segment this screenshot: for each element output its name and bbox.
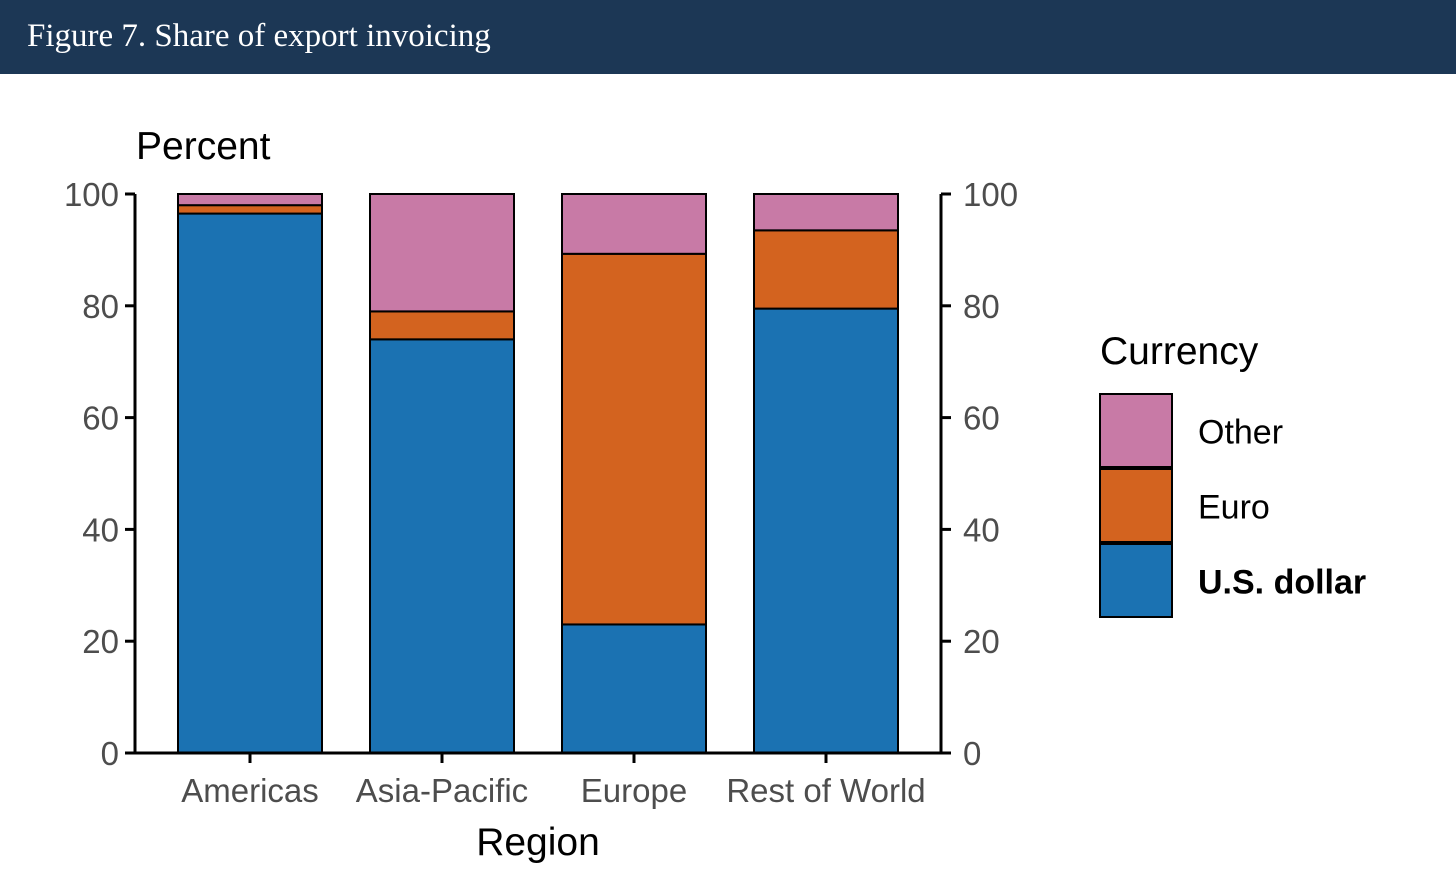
legend-label-other: Other	[1198, 414, 1283, 452]
y-tick-label-left-100: 100	[64, 176, 119, 213]
bar-asia-pacific-euro	[369, 310, 515, 341]
x-axis-title: Region	[476, 821, 600, 864]
y-tick-label-right-20: 20	[963, 623, 1000, 660]
figure-title: Figure 7. Share of export invoicing	[27, 18, 491, 54]
bar-asia-pacific-other	[369, 193, 515, 313]
y-tick-label-right-40: 40	[963, 511, 1000, 548]
x-tick-label-rest-of-world: Rest of World	[726, 772, 925, 809]
legend-label-euro: Euro	[1198, 489, 1270, 527]
bars-layer	[177, 193, 899, 754]
x-tick-label-asia-pacific: Asia-Pacific	[356, 772, 528, 809]
bar-rest-of-world-u-s-dollar	[753, 307, 899, 754]
legend: Currency Other Euro U.S. dollar	[1099, 330, 1366, 618]
bar-rest-of-world-other	[753, 193, 899, 232]
bar-americas-euro	[177, 204, 323, 215]
y-axis-title: Percent	[136, 125, 271, 168]
y-tick-label-right-60: 60	[963, 400, 1000, 437]
legend-label-u-s-dollar: U.S. dollar	[1198, 564, 1366, 602]
figure-header: Figure 7. Share of export invoicing	[0, 0, 1456, 74]
bar-europe-euro	[561, 252, 707, 626]
y-tick-label-left-20: 20	[82, 623, 119, 660]
legend-key-u-s-dollar	[1099, 543, 1173, 618]
axes-layer: 0 0 20 20 40 40 60 60 80 80 100 100 Americas Asia-Pac…	[64, 125, 1018, 864]
x-tick-label-europe: Europe	[581, 772, 687, 809]
bar-europe-other	[561, 193, 707, 255]
bar-europe-u-s-dollar	[561, 623, 707, 754]
bar-asia-pacific-u-s-dollar	[369, 338, 515, 754]
legend-key-euro	[1099, 468, 1173, 543]
y-tick-label-right-80: 80	[963, 288, 1000, 325]
y-tick-label-left-80: 80	[82, 288, 119, 325]
bar-americas-other	[177, 193, 323, 207]
y-tick-label-right-100: 100	[963, 176, 1018, 213]
x-tick-label-americas: Americas	[181, 772, 319, 809]
legend-key-other	[1099, 393, 1173, 468]
bar-rest-of-world-euro	[753, 229, 899, 310]
y-tick-label-right-0: 0	[963, 735, 981, 772]
y-tick-label-left-60: 60	[82, 400, 119, 437]
bar-americas-u-s-dollar	[177, 212, 323, 754]
y-tick-label-left-0: 0	[101, 735, 119, 772]
y-tick-label-left-40: 40	[82, 511, 119, 548]
legend-title: Currency	[1100, 330, 1259, 373]
